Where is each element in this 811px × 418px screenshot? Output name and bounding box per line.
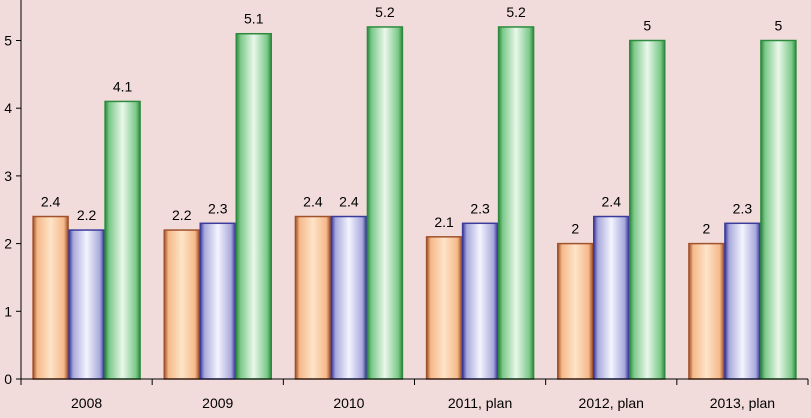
- data-label: 2.3: [208, 200, 228, 216]
- data-label: 2.1: [434, 214, 454, 230]
- data-label: 4.1: [113, 78, 133, 94]
- bar: [724, 222, 761, 380]
- bar: [593, 215, 630, 380]
- x-tick-label: 2011, plan: [448, 395, 512, 411]
- data-label: 5.1: [244, 11, 264, 27]
- data-label: 2.4: [41, 194, 61, 210]
- data-label: 5.2: [506, 4, 526, 20]
- y-tick-label: 3: [4, 168, 12, 184]
- bar: [199, 222, 236, 380]
- bar: [294, 215, 332, 380]
- data-label: 5.2: [375, 4, 395, 20]
- bar: [32, 215, 69, 380]
- bar: [629, 39, 666, 380]
- data-label: 2: [703, 221, 711, 237]
- data-label: 2.2: [77, 207, 97, 223]
- x-tick-label: 2009: [202, 395, 233, 411]
- axes-layer: [16, 0, 809, 385]
- data-label: 5: [643, 18, 651, 34]
- y-tick-label: 2: [4, 236, 12, 252]
- data-label: 2.4: [602, 194, 622, 210]
- y-tick-label: 5: [4, 33, 12, 49]
- bar: [497, 26, 535, 380]
- bar: [330, 215, 368, 380]
- data-label: 2.4: [303, 194, 323, 210]
- data-label: 2.4: [339, 194, 359, 210]
- bar: [760, 39, 797, 380]
- bar: [366, 26, 404, 380]
- bar: [235, 32, 272, 380]
- bars-layer: [32, 26, 797, 380]
- bar: [104, 100, 141, 380]
- data-label: 2: [571, 221, 579, 237]
- x-tick-label: 2010: [333, 395, 364, 411]
- y-tick-label: 4: [4, 100, 12, 116]
- data-label: 5: [775, 18, 783, 34]
- data-label: 2.3: [733, 200, 753, 216]
- labels-layer: 2.4 2.2 4.1 2.2 2.3 5.1 2.4 2.4 5.2 2.1 2.3 5.2 2 2.4…: [4, 4, 782, 411]
- bar: [163, 229, 200, 380]
- x-tick-label: 2012, plan: [579, 395, 644, 411]
- bar: [688, 242, 725, 380]
- bar: [68, 229, 105, 380]
- y-tick-label: 1: [4, 303, 12, 319]
- bar: [557, 242, 594, 380]
- bar: [425, 236, 463, 380]
- data-label: 2.2: [172, 207, 192, 223]
- x-tick-label: 2013, plan: [710, 395, 775, 411]
- data-label: 2.3: [470, 200, 490, 216]
- bar: [461, 222, 499, 380]
- y-tick-label: 0: [4, 371, 12, 387]
- x-tick-label: 2008: [71, 395, 102, 411]
